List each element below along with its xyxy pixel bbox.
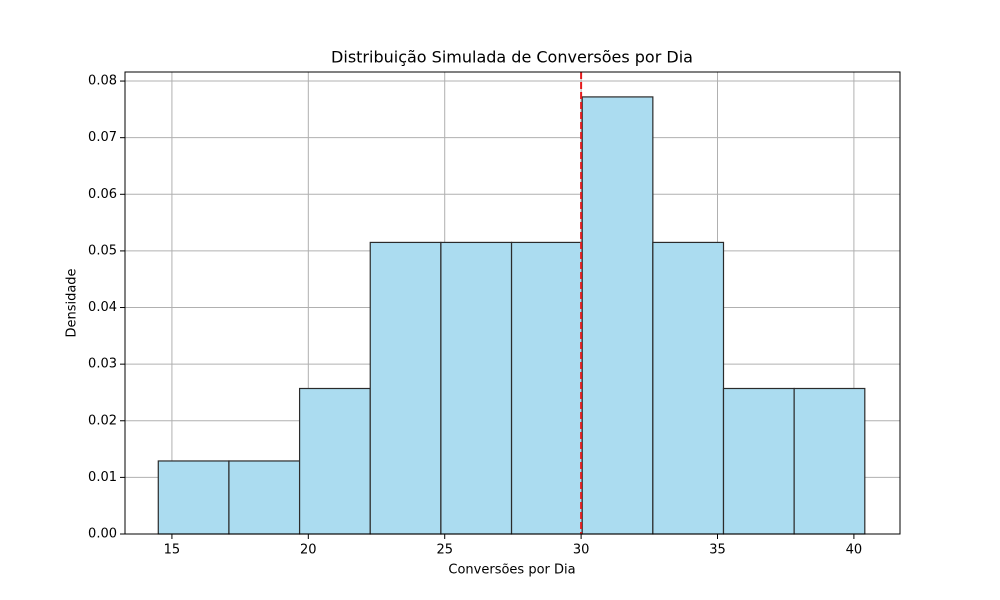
y-tick-label: 0.05: [88, 243, 117, 258]
bar: [298, 387, 371, 535]
y-tick-label: 0.08: [88, 74, 117, 89]
y-tick-label: 0.02: [88, 413, 117, 428]
bar: [228, 460, 301, 535]
x-tick-label: 20: [300, 543, 317, 558]
x-tick-label: 15: [164, 543, 181, 558]
chart-title: Distribuição Simulada de Conversões por …: [331, 48, 693, 67]
x-tick-label: 30: [573, 543, 590, 558]
bar: [369, 241, 442, 535]
y-axis-label: Densidade: [65, 268, 80, 337]
bar: [510, 241, 583, 535]
bar: [652, 241, 725, 535]
y-tick-label: 0.04: [88, 300, 117, 315]
y-tick-label: 0.00: [88, 527, 117, 542]
bar: [440, 241, 513, 535]
bar: [722, 387, 795, 535]
bar: [793, 387, 866, 535]
y-tick-label: 0.03: [88, 357, 117, 372]
y-tick-label: 0.07: [88, 130, 117, 145]
bar: [581, 96, 654, 535]
plot-frame: [124, 71, 901, 535]
y-tick-label: 0.01: [88, 470, 117, 485]
x-tick-label: 35: [709, 543, 726, 558]
y-tick-label: 0.06: [88, 187, 117, 202]
x-tick-label: 25: [436, 543, 453, 558]
x-tick-label: 40: [846, 543, 863, 558]
bar: [157, 460, 230, 535]
x-axis-label: Conversões por Dia: [448, 563, 575, 578]
